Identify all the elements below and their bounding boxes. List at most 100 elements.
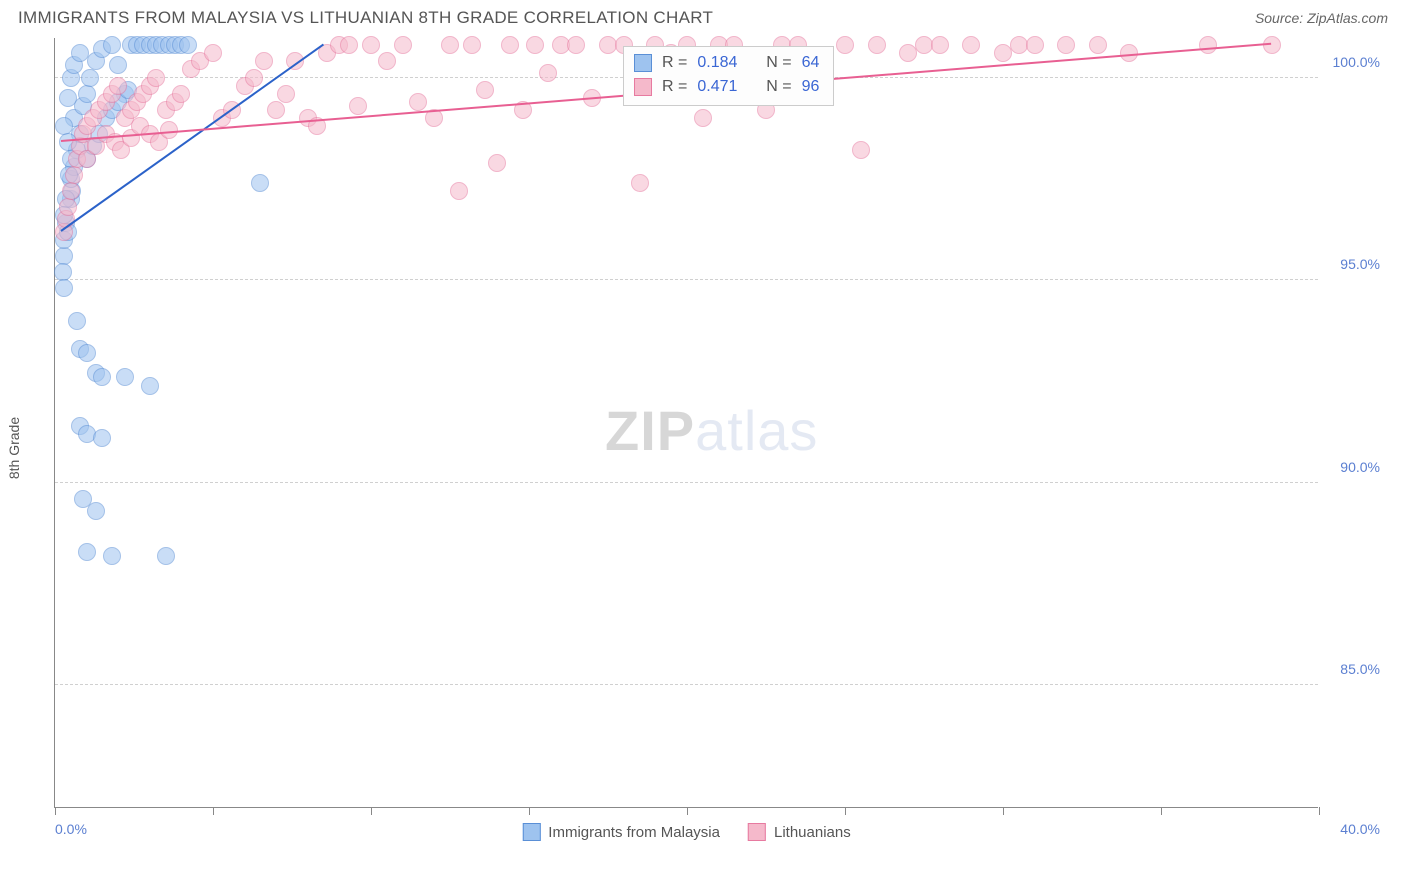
legend-label: Immigrants from Malaysia [548,824,720,841]
x-tick [213,807,214,815]
point-malaysia [78,543,96,561]
point-lithuanian [631,174,649,192]
point-lithuanian [567,36,585,54]
watermark: ZIPatlas [605,398,818,463]
x-tick [55,807,56,815]
stat-r-label: R = [662,51,687,75]
point-lithuanian [488,154,506,172]
point-lithuanian [394,36,412,54]
point-lithuanian [539,64,557,82]
point-lithuanian [378,52,396,70]
source-link[interactable]: ZipAtlas.com [1307,10,1388,26]
y-tick-label: 85.0% [1340,661,1380,677]
legend-swatch-icon [634,54,652,72]
point-lithuanian [255,52,273,70]
x-axis-min-label: 0.0% [55,821,87,837]
stat-n-value: 64 [802,51,820,75]
stat-n-label: N = [766,75,791,99]
y-tick-label: 95.0% [1340,256,1380,272]
point-lithuanian [204,44,222,62]
stat-r-value: 0.184 [697,51,737,75]
x-tick [845,807,846,815]
x-tick [371,807,372,815]
chart-container: 8th Grade 85.0%90.0%95.0%100.0%0.0%40.0%… [18,38,1388,858]
stat-r-label: R = [662,75,687,99]
gridline [55,482,1318,483]
point-lithuanian [1057,36,1075,54]
point-malaysia [55,117,73,135]
point-malaysia [103,36,121,54]
point-lithuanian [1199,36,1217,54]
source-attribution: Source: ZipAtlas.com [1255,10,1388,26]
point-malaysia [68,312,86,330]
point-lithuanian [277,85,295,103]
point-lithuanian [147,69,165,87]
point-malaysia [141,377,159,395]
point-malaysia [81,69,99,87]
point-malaysia [93,429,111,447]
chart-title: IMMIGRANTS FROM MALAYSIA VS LITHUANIAN 8… [18,8,713,28]
point-lithuanian [362,36,380,54]
plot-area: 85.0%90.0%95.0%100.0%0.0%40.0%ZIPatlasR … [54,38,1318,808]
point-lithuanian [463,36,481,54]
legend-label: Lithuanians [774,824,851,841]
x-tick [1161,807,1162,815]
point-lithuanian [931,36,949,54]
y-tick-label: 90.0% [1340,459,1380,475]
point-lithuanian [62,182,80,200]
x-tick [687,807,688,815]
point-malaysia [103,547,121,565]
legend-swatch-icon [522,823,540,841]
x-axis-max-label: 40.0% [1340,821,1380,837]
point-malaysia [71,44,89,62]
point-lithuanian [109,77,127,95]
point-lithuanian [59,198,77,216]
point-lithuanian [962,36,980,54]
legend-swatch-icon [634,78,652,96]
point-malaysia [59,89,77,107]
point-lithuanian [409,93,427,111]
gridline [55,279,1318,280]
point-lithuanian [836,36,854,54]
point-lithuanian [694,109,712,127]
stats-legend-box: R = 0.184 N = 64R = 0.471 N = 96 [623,46,834,106]
point-lithuanian [501,36,519,54]
point-malaysia [109,56,127,74]
legend-item: Lithuanians [748,823,851,841]
point-malaysia [251,174,269,192]
point-lithuanian [1026,36,1044,54]
point-malaysia [78,344,96,362]
point-lithuanian [172,85,190,103]
y-axis-label: 8th Grade [6,417,22,479]
point-malaysia [157,547,175,565]
point-lithuanian [441,36,459,54]
point-lithuanian [245,69,263,87]
point-lithuanian [340,36,358,54]
stats-row: R = 0.184 N = 64 [634,51,819,75]
x-tick [1319,807,1320,815]
point-malaysia [55,279,73,297]
legend-item: Immigrants from Malaysia [522,823,720,841]
gridline [55,684,1318,685]
point-lithuanian [450,182,468,200]
stat-n-value: 96 [802,75,820,99]
x-tick [1003,807,1004,815]
point-malaysia [78,85,96,103]
stats-row: R = 0.471 N = 96 [634,75,819,99]
point-lithuanian [868,36,886,54]
point-malaysia [87,502,105,520]
point-lithuanian [476,81,494,99]
point-lithuanian [526,36,544,54]
legend-swatch-icon [748,823,766,841]
x-tick [529,807,530,815]
legend-bottom: Immigrants from Malaysia Lithuanians [522,823,850,841]
source-prefix: Source: [1255,10,1307,26]
point-lithuanian [65,166,83,184]
point-lithuanian [852,141,870,159]
point-lithuanian [267,101,285,119]
point-malaysia [116,368,134,386]
stat-r-value: 0.471 [697,75,737,99]
stat-n-label: N = [766,51,791,75]
point-malaysia [93,368,111,386]
point-malaysia [179,36,197,54]
